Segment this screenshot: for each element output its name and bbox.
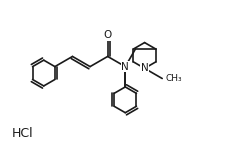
Text: CH₃: CH₃ xyxy=(165,74,182,83)
Text: N: N xyxy=(121,62,129,72)
Text: N: N xyxy=(140,63,148,73)
Text: HCl: HCl xyxy=(12,127,33,140)
Text: O: O xyxy=(103,30,111,40)
